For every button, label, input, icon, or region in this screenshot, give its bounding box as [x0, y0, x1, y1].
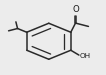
Text: OH: OH [79, 53, 91, 59]
Text: O: O [72, 5, 79, 14]
